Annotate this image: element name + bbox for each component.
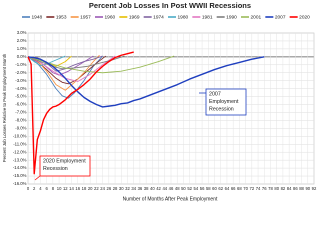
- x-tick-label: 36: [138, 186, 143, 191]
- x-tick-label: 20: [88, 186, 93, 191]
- legend-label: 1960: [105, 15, 116, 21]
- y-tick-label: -10.0%: [13, 133, 27, 138]
- x-tick-label: 90: [305, 186, 310, 191]
- x-tick-label: 12: [63, 186, 68, 191]
- x-axis-label: Number of Months After Peak Employment: [123, 196, 218, 202]
- y-tick-label: 2.0%: [17, 38, 27, 43]
- legend-label: 1981: [202, 15, 213, 21]
- x-tick-label: 30: [119, 186, 124, 191]
- x-tick-label: 76: [262, 186, 267, 191]
- y-tick-label: -12.0%: [13, 149, 27, 154]
- x-tick-label: 42: [156, 186, 161, 191]
- x-tick-label: 50: [181, 186, 186, 191]
- legend-label: 1953: [56, 15, 67, 21]
- y-tick-label: -11.0%: [13, 141, 26, 146]
- chart: Percent Job Losses In Post WWII Recessio…: [2, 0, 317, 203]
- series-line: [27, 51, 134, 175]
- x-tick-label: 72: [249, 186, 254, 191]
- y-axis-label: Percent Job Losses Relative to Peak Empl…: [2, 53, 7, 162]
- y-tick-label: -2.0%: [15, 70, 26, 75]
- annotation-box: [205, 88, 247, 116]
- x-tick-label: 78: [268, 186, 273, 191]
- series-line: [27, 55, 103, 99]
- x-tick-label: 24: [100, 186, 105, 191]
- x-tick-label: 4: [39, 186, 42, 191]
- y-tick-label: -13.0%: [13, 157, 27, 162]
- y-tick-label: -15.0%: [13, 173, 27, 178]
- legend-label: 2020: [299, 15, 310, 21]
- x-tick-label: 56: [200, 186, 205, 191]
- x-tick-label: 32: [125, 186, 130, 191]
- x-tick-label: 16: [75, 186, 80, 191]
- x-tick-label: 28: [113, 186, 118, 191]
- x-tick-label: 64: [225, 186, 230, 191]
- x-tick-label: 92: [312, 186, 317, 191]
- x-tick-label: 62: [218, 186, 223, 191]
- legend-label: 1969: [129, 15, 140, 21]
- legend-label: 2001: [251, 15, 262, 21]
- x-tick-label: 60: [212, 186, 217, 191]
- x-tick-label: 8: [52, 186, 55, 191]
- y-tick-label: 1.0%: [17, 46, 27, 51]
- x-tick-label: 74: [256, 186, 261, 191]
- annotation-box: [39, 155, 91, 177]
- annotation-text: Recession: [209, 106, 234, 112]
- y-tick-label: -7.0%: [15, 110, 26, 115]
- legend-label: 1957: [80, 15, 91, 21]
- y-tick-label: -1.0%: [15, 62, 26, 67]
- legend-label: 1948: [32, 15, 43, 21]
- x-tick-label: 54: [194, 186, 199, 191]
- x-tick-label: 66: [231, 186, 236, 191]
- y-tick-label: -16.0%: [13, 181, 27, 186]
- y-tick-label: -14.0%: [13, 165, 27, 170]
- annotation-text: Employment: [209, 99, 239, 105]
- x-tick-label: 14: [69, 186, 74, 191]
- legend-label: 1974: [153, 15, 164, 21]
- chart-title: Percent Job Losses In Post WWII Recessio…: [89, 1, 251, 10]
- y-tick-label: 0.0%: [17, 54, 27, 59]
- x-tick-label: 58: [206, 186, 211, 191]
- y-tick-label: -9.0%: [15, 126, 26, 131]
- annotation-text: 2020 Employment: [43, 158, 86, 164]
- x-tick-label: 68: [237, 186, 242, 191]
- x-tick-label: 82: [281, 186, 286, 191]
- x-tick-label: 80: [274, 186, 279, 191]
- x-tick-label: 84: [287, 186, 292, 191]
- annotation-arrow: [34, 175, 41, 181]
- x-tick-label: 6: [45, 186, 48, 191]
- x-tick-label: 52: [187, 186, 192, 191]
- series-line: [27, 55, 125, 70]
- x-tick-label: 34: [131, 186, 136, 191]
- y-tick-label: -4.0%: [15, 86, 26, 91]
- x-tick-label: 48: [175, 186, 180, 191]
- annotation-text: 2007: [209, 91, 221, 97]
- x-tick-label: 38: [144, 186, 149, 191]
- x-tick-label: 18: [82, 186, 87, 191]
- series-line: [27, 56, 265, 108]
- y-tick-label: 3.0%: [17, 30, 27, 35]
- x-tick-label: 40: [150, 186, 155, 191]
- legend-label: 1980: [178, 15, 189, 21]
- series-line: [27, 55, 175, 74]
- x-tick-label: 70: [243, 186, 248, 191]
- x-tick-label: 86: [293, 186, 298, 191]
- x-tick-label: 2: [33, 186, 36, 191]
- x-tick-label: 46: [169, 186, 174, 191]
- y-tick-label: -3.0%: [15, 78, 26, 83]
- annotation-text: Recession: [43, 166, 68, 172]
- x-tick-label: 22: [94, 186, 99, 191]
- legend-label: 2007: [275, 15, 286, 21]
- x-tick-label: 10: [57, 186, 62, 191]
- x-tick-label: 0: [27, 186, 30, 191]
- x-tick-label: 26: [106, 186, 111, 191]
- x-tick-label: 88: [299, 186, 304, 191]
- legend-label: 1990: [226, 15, 237, 21]
- y-tick-label: -8.0%: [15, 118, 26, 123]
- x-tick-label: 44: [162, 186, 167, 191]
- y-tick-label: -6.0%: [15, 102, 26, 107]
- y-tick-label: -5.0%: [15, 94, 26, 99]
- series-line: [27, 55, 116, 82]
